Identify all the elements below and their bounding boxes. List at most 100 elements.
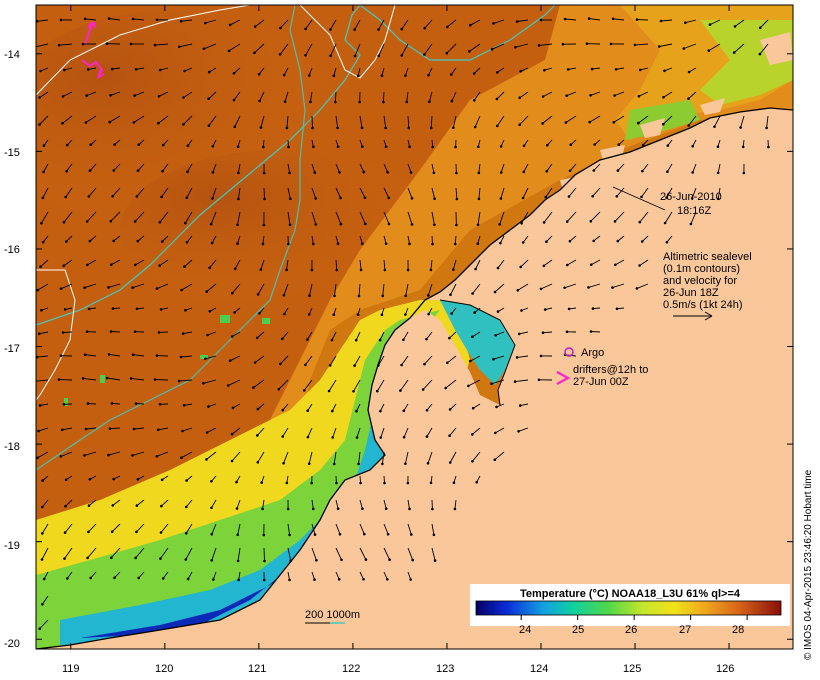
velocity-arrow xyxy=(308,67,313,76)
velocity-arrow xyxy=(212,187,217,199)
velocity-arrow-head xyxy=(611,17,615,21)
velocity-arrow-head xyxy=(733,25,737,28)
velocity-arrow xyxy=(733,43,745,53)
velocity-arrow xyxy=(205,19,217,24)
velocity-arrow xyxy=(84,283,97,289)
velocity-arrow-head xyxy=(329,28,332,31)
velocity-arrow-head xyxy=(404,313,407,316)
velocity-arrow xyxy=(89,235,97,242)
velocity-arrow xyxy=(85,115,97,123)
velocity-arrow-head xyxy=(400,54,404,57)
velocity-arrow-head xyxy=(313,578,316,581)
velocity-arrow-head xyxy=(227,49,231,53)
velocity-arrow xyxy=(539,43,553,46)
velocity-arrow-head xyxy=(448,461,452,464)
velocity-arrow-head xyxy=(542,221,546,224)
velocity-arrow-head xyxy=(230,432,234,436)
velocity-arrow xyxy=(617,235,625,242)
velocity-arrow xyxy=(451,91,457,102)
image-date: 26-Jun-2010 xyxy=(660,191,722,203)
velocity-arrow-head xyxy=(493,290,497,294)
velocity-arrow-head xyxy=(426,462,430,465)
velocity-arrow xyxy=(546,235,553,243)
velocity-arrow-head xyxy=(180,288,183,292)
velocity-arrow-head xyxy=(383,268,387,272)
velocity-arrow xyxy=(158,91,169,97)
velocity-arrow-head xyxy=(231,406,235,410)
velocity-arrow xyxy=(161,499,169,507)
velocity-arrow-head xyxy=(108,427,112,431)
velocity-arrow-head xyxy=(377,54,381,58)
velocity-arrow-head xyxy=(66,577,69,580)
velocity-arrow-head xyxy=(450,312,454,315)
velocity-arrow-head xyxy=(307,74,311,77)
latitude-axis: -14 -15 -16 -17 -18 -19 -20 xyxy=(4,49,20,650)
velocity-arrow-head xyxy=(211,145,215,148)
velocity-arrow-head xyxy=(544,195,548,199)
velocity-arrow-head xyxy=(616,169,620,172)
velocity-arrow-head xyxy=(336,507,340,511)
velocity-arrow-head xyxy=(236,242,239,245)
velocity-arrow xyxy=(138,571,145,579)
velocity-arrow-head xyxy=(41,532,44,535)
velocity-arrow-head xyxy=(87,307,91,311)
velocity-arrow xyxy=(113,235,121,242)
velocity-arrow-head xyxy=(186,170,189,174)
velocity-arrow xyxy=(354,43,361,57)
velocity-arrow xyxy=(65,499,73,507)
velocity-arrow xyxy=(353,379,361,392)
velocity-arrow xyxy=(185,523,193,534)
velocity-arrow-head xyxy=(61,95,65,98)
velocity-arrow xyxy=(641,235,649,242)
velocity-arrow xyxy=(107,377,121,381)
velocity-arrow-head xyxy=(263,197,266,201)
velocity-arrow-head xyxy=(589,94,592,97)
velocity-arrow-head xyxy=(330,338,334,342)
velocity-arrow-head xyxy=(310,268,314,272)
velocity-arrow xyxy=(642,163,649,172)
velocity-arrow-head xyxy=(256,461,260,464)
velocity-arrow xyxy=(379,403,385,412)
velocity-arrow xyxy=(110,211,121,222)
velocity-arrow xyxy=(281,331,289,340)
velocity-arrow-head xyxy=(611,286,614,289)
velocity-arrow xyxy=(454,499,457,509)
velocity-arrow xyxy=(667,163,673,172)
velocity-arrow-head xyxy=(131,353,135,357)
velocity-arrow xyxy=(590,91,601,96)
velocity-arrow-head xyxy=(107,17,111,20)
velocity-arrow xyxy=(262,499,265,509)
velocity-arrow xyxy=(88,523,97,533)
velocity-arrow xyxy=(426,403,433,411)
velocity-arrow xyxy=(717,187,721,199)
velocity-arrow xyxy=(329,355,337,366)
velocity-arrow xyxy=(87,259,97,266)
velocity-arrow xyxy=(334,91,337,103)
velocity-arrow-head xyxy=(432,533,436,537)
velocity-arrow xyxy=(450,283,457,295)
velocity-arrow xyxy=(39,115,49,125)
velocity-arrow xyxy=(112,187,121,197)
velocity-arrow xyxy=(567,259,577,266)
velocity-arrow-head xyxy=(410,223,414,226)
velocity-arrow-head xyxy=(42,144,46,147)
velocity-arrow-head xyxy=(135,504,139,507)
velocity-arrow-head xyxy=(635,287,639,290)
velocity-arrow xyxy=(41,523,49,534)
velocity-arrow-head xyxy=(161,577,165,580)
velocity-arrow-head xyxy=(541,122,544,125)
velocity-arrow-head xyxy=(286,507,290,511)
velocity-arrow xyxy=(207,331,217,336)
velocity-arrow-head xyxy=(36,456,39,460)
velocity-arrow xyxy=(691,187,697,199)
velocity-arrow-head xyxy=(567,307,571,311)
velocity-arrow-head xyxy=(568,239,572,243)
velocity-arrow xyxy=(473,67,481,74)
velocity-arrow xyxy=(257,403,265,410)
velocity-arrow xyxy=(588,283,601,288)
velocity-arrow xyxy=(708,43,721,51)
velocity-arrow-head xyxy=(155,354,159,357)
lat-label: -15 xyxy=(4,147,20,159)
velocity-arrow-head xyxy=(593,143,596,146)
velocity-arrow xyxy=(493,19,505,24)
